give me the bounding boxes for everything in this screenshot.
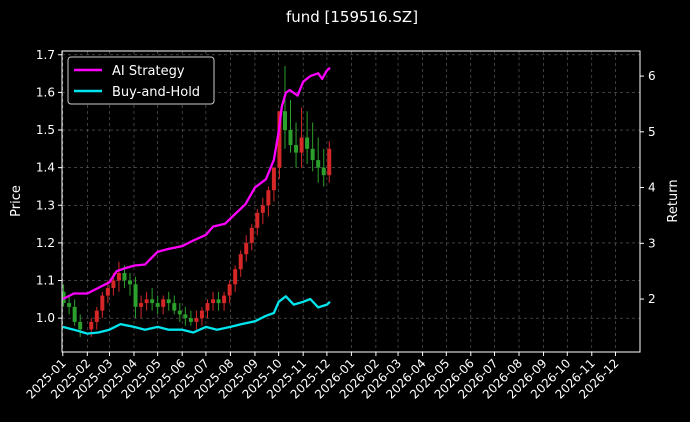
right-tick-label: 4 [648,181,656,195]
candle-body [211,299,216,304]
candle-body [133,284,138,307]
candle-body [299,137,304,153]
candle-body [144,299,149,304]
candle-body [244,242,249,255]
series-lines [62,66,331,335]
candle-body [122,272,127,281]
candle-body [321,167,326,176]
candle-body [260,205,265,213]
candle-body [155,303,160,307]
candle-body [105,288,110,296]
candle-body [249,227,254,243]
left-axis-label: Price [9,185,24,217]
candle-body [327,148,332,176]
right-axis-ticks: 2 3 4 5 6 [640,69,656,306]
candle-body [78,321,83,330]
candle-body [100,295,105,311]
candle-body [305,137,310,149]
candle-body [282,111,287,131]
left-tick-label: 1.3 [36,198,55,212]
right-tick-label: 6 [648,69,656,83]
candle-body [94,310,99,322]
candle-body [116,272,121,281]
left-tick-label: 1.7 [36,48,55,62]
candle-body [177,310,182,315]
left-tick-label: 1.4 [36,161,55,175]
candle-body [233,269,238,285]
candle-body [89,321,94,330]
candle-body [294,145,299,153]
left-tick-label: 1.6 [36,85,55,99]
legend-label-ai-strategy: AI Strategy [112,64,185,79]
candle-body [194,318,199,322]
candle-body [166,299,171,304]
legend: AI Strategy Buy-and-Hold [67,56,215,105]
right-tick-label: 3 [648,236,656,250]
candle-body [205,303,210,311]
candle-body [216,299,221,304]
candle-body [222,295,227,304]
candle-body [255,212,260,228]
candle-body [139,303,144,307]
right-tick-label: 5 [648,125,656,139]
legend-label-buy-and-hold: Buy-and-Hold [112,85,200,100]
candle-body [310,148,315,161]
candle-body [111,280,116,289]
right-axis-label: Return [666,179,681,222]
left-axis-ticks: 1.0 1.1 1.2 1.3 1.4 1.5 1.6 1.7 [36,48,62,325]
candle-body [266,190,271,206]
candle-body [188,318,193,322]
candle-body [161,299,166,307]
left-tick-label: 1.1 [36,274,55,288]
candle-body [72,306,77,322]
left-tick-label: 1.5 [36,123,55,137]
candle-body [183,314,188,319]
right-tick-label: 2 [648,292,656,306]
left-tick-label: 1.0 [36,311,55,325]
candle-body [277,111,282,168]
series-line-ai-strategy [62,66,331,301]
candle-body [67,303,72,307]
candle-body [150,299,155,304]
legend-box [67,56,215,105]
candle-body [271,167,276,191]
candle-body [227,284,232,296]
candle-body [288,130,293,146]
chart-title: fund [159516.SZ] [286,8,418,26]
candle-body [199,310,204,319]
candle-body [316,160,321,168]
candle-body [238,254,243,270]
candle-body [172,303,177,311]
series-line-buy-and-hold [62,295,331,335]
candle-body [128,280,132,285]
left-tick-label: 1.2 [36,236,55,250]
